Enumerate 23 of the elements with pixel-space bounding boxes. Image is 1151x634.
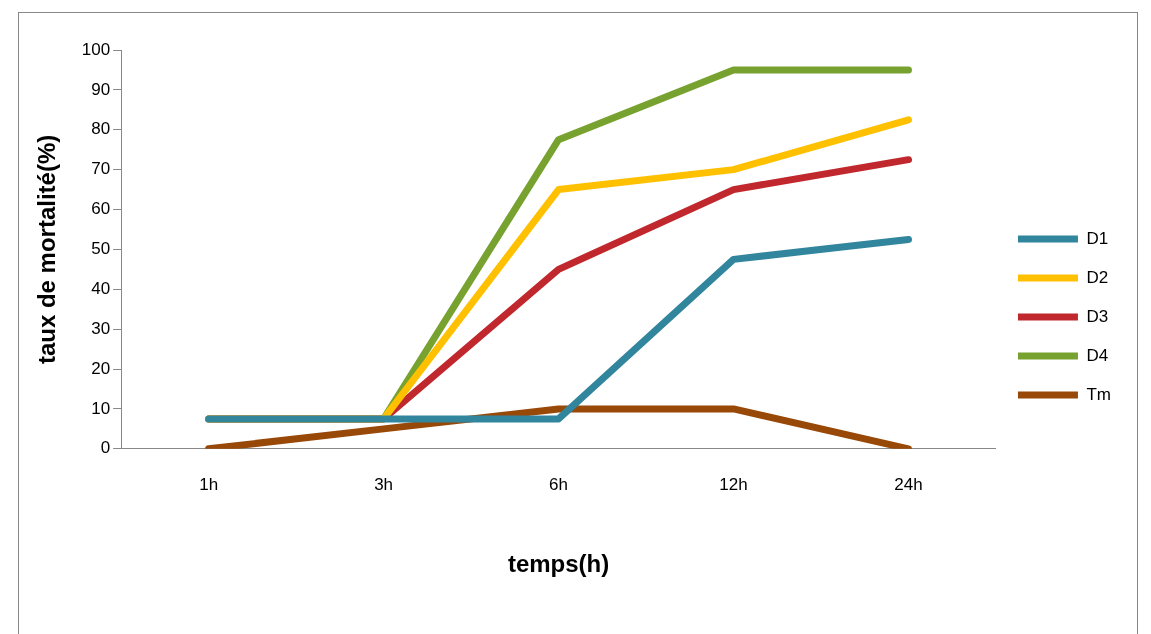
y-tick-label: 10 — [91, 398, 111, 418]
x-tick-label: 12h — [719, 474, 748, 494]
y-tick-label: 60 — [91, 199, 111, 219]
y-tick-label: 50 — [91, 239, 111, 259]
legend-label: D4 — [1086, 345, 1109, 365]
legend-label: D3 — [1086, 306, 1109, 326]
y-tick-label: 20 — [91, 358, 111, 378]
y-tick-label: 100 — [81, 39, 111, 59]
x-tick-label: 24h — [894, 474, 923, 494]
legend-label: D1 — [1086, 228, 1109, 248]
x-tick-label: 1h — [199, 474, 219, 494]
x-tick-label: 3h — [374, 474, 394, 494]
y-tick-label: 70 — [91, 159, 111, 179]
legend-label: Tm — [1086, 384, 1111, 404]
x-tick-label: 6h — [549, 474, 569, 494]
x-axis-title: temps(h) — [507, 550, 610, 578]
y-tick-label: 0 — [100, 438, 111, 458]
y-axis-title: taux de mortalité(%) — [33, 134, 61, 365]
legend-label: D2 — [1086, 267, 1109, 287]
y-tick-label: 90 — [91, 79, 111, 99]
y-tick-label: 80 — [91, 119, 111, 139]
y-tick-label: 40 — [91, 278, 111, 298]
y-tick-label: 30 — [91, 318, 111, 338]
